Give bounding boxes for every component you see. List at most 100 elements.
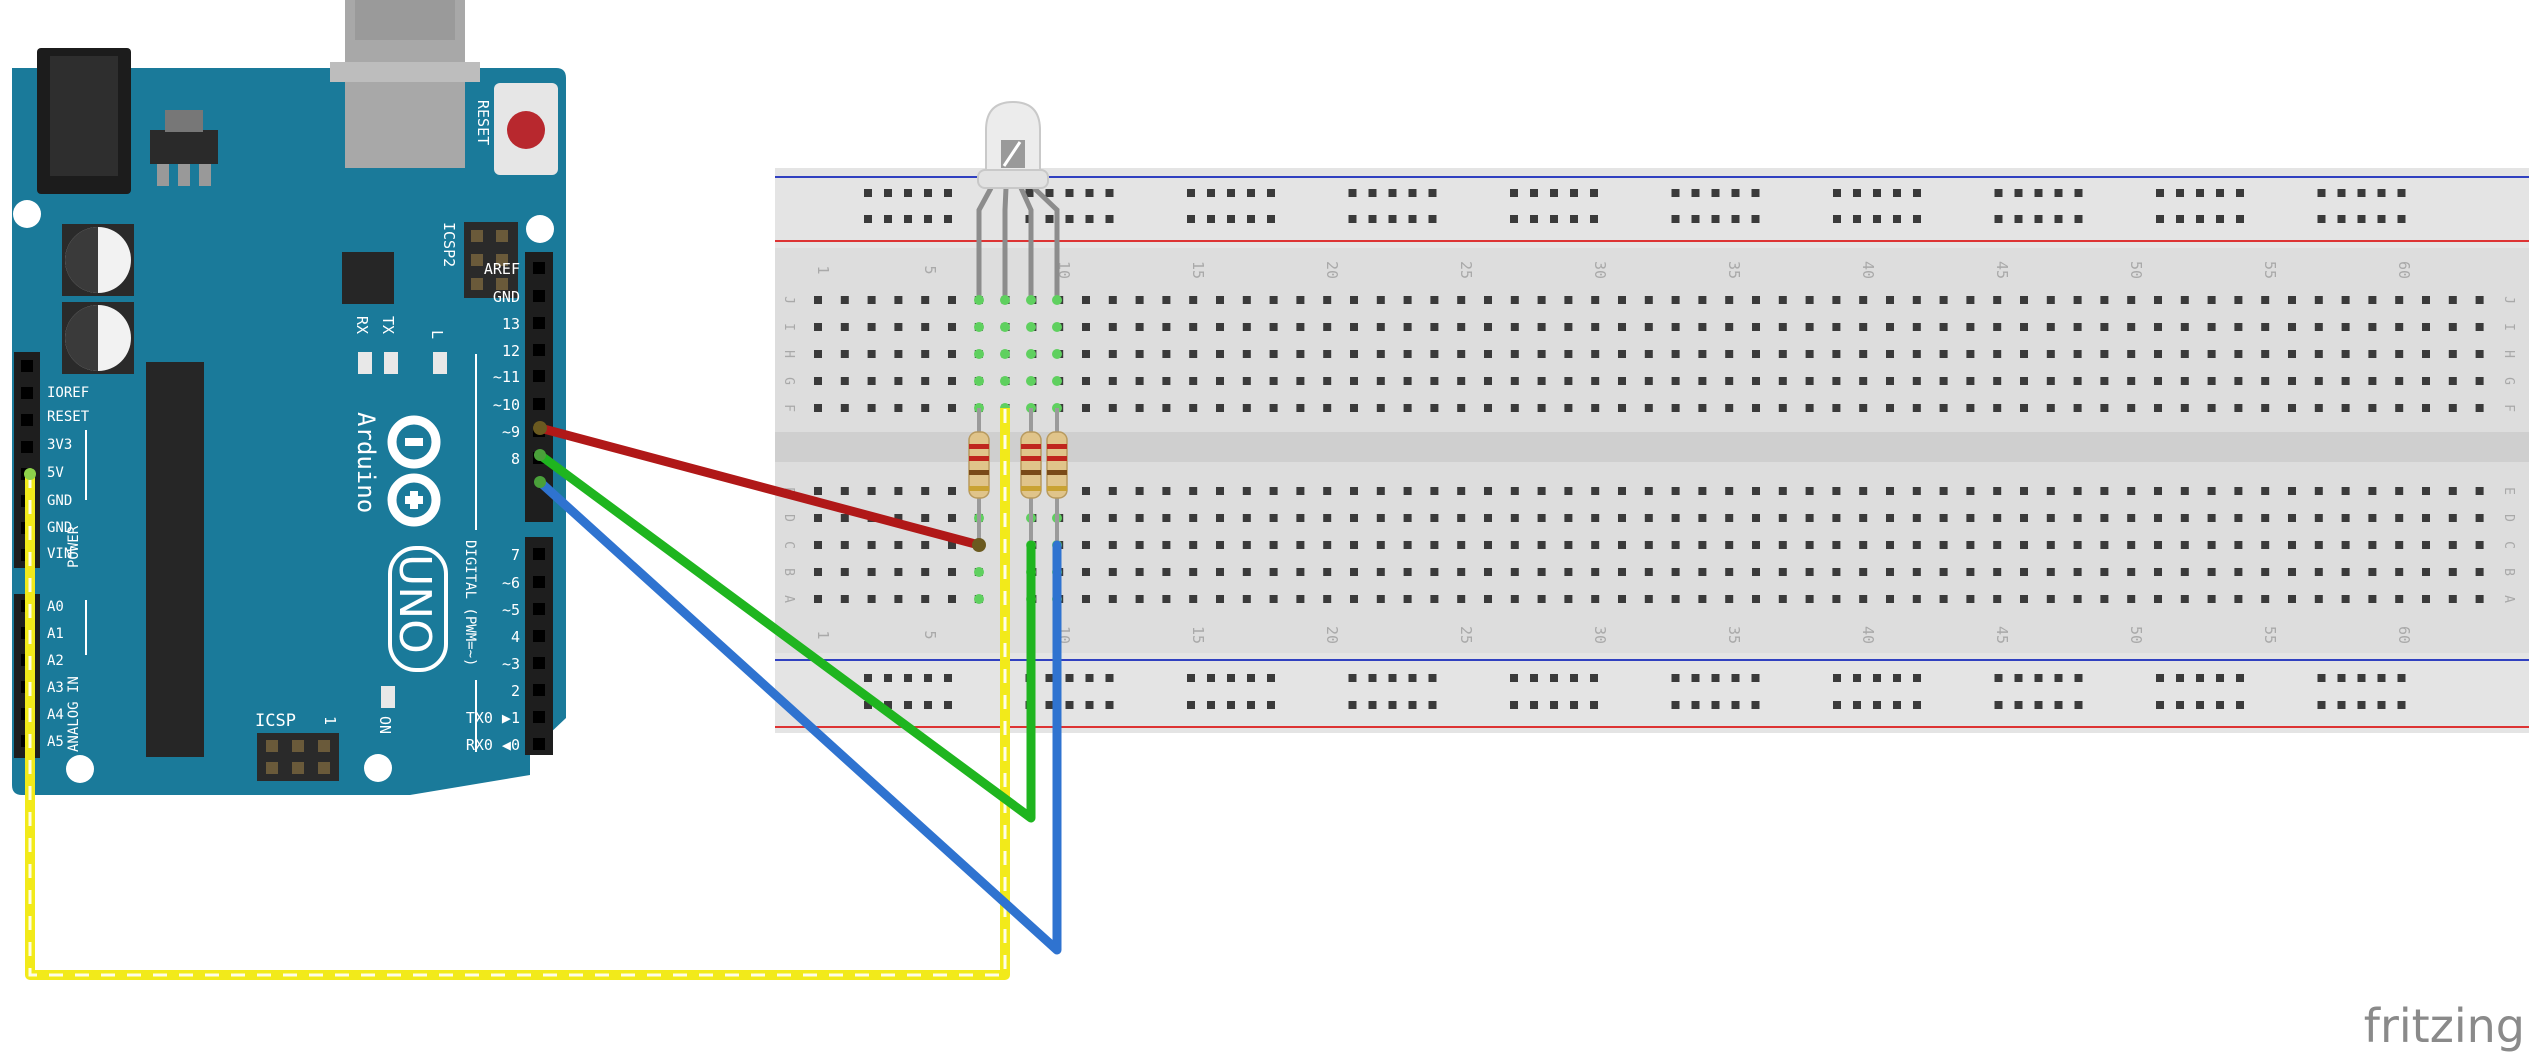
header-pin[interactable] (533, 290, 545, 302)
breadboard-hole (1993, 323, 2002, 331)
rail-hole (1207, 701, 1215, 709)
breadboard-hole (1886, 323, 1894, 331)
power-pin-label: 5V (47, 465, 64, 481)
breadboard-hole (1189, 514, 1198, 522)
breadboard-hole (1216, 568, 1224, 576)
breadboard-hole (1859, 514, 1868, 522)
breadboard-hole (1805, 377, 1814, 385)
header-pin[interactable] (533, 603, 545, 615)
rail-hole (1368, 215, 1377, 223)
rail-hole (1570, 189, 1578, 197)
column-number: 45 (1993, 261, 2011, 279)
header-pin[interactable] (533, 370, 545, 382)
breadboard-hole (1108, 377, 1117, 385)
breadboard-hole (1859, 595, 1868, 603)
header-pin[interactable] (21, 414, 33, 426)
column-number: 40 (1859, 261, 1877, 279)
breadboard-hole (1403, 487, 1412, 495)
breadboard-hole (2368, 487, 2377, 495)
header-pin[interactable] (533, 398, 545, 410)
breadboard-hole (840, 595, 849, 603)
breadboard-hole (948, 377, 956, 385)
resistor-band (1021, 444, 1041, 449)
header-pin[interactable] (533, 576, 545, 588)
rail-hole (1711, 701, 1720, 709)
breadboard-hole (2341, 514, 2350, 522)
breadboard-hole (2341, 350, 2350, 358)
breadboard-hole (1698, 404, 1707, 412)
breadboard-hole (2046, 541, 2055, 549)
rail-hole (2034, 674, 2043, 682)
header-pin[interactable] (21, 387, 33, 399)
header-pin[interactable] (21, 360, 33, 372)
breadboard-hole (894, 568, 903, 576)
breadboard-hole (867, 568, 876, 576)
header-pin[interactable] (533, 344, 545, 356)
header-pin[interactable] (533, 262, 545, 274)
breadboard-hole (1189, 323, 1198, 331)
rail-hole (1045, 701, 1054, 709)
rail-hole (1590, 189, 1598, 197)
usb-chip (342, 252, 394, 304)
header-pin[interactable] (533, 738, 545, 750)
header-pin[interactable] (533, 630, 545, 642)
breadboard-hole (2020, 541, 2028, 549)
breadboard-hole (1778, 404, 1787, 412)
breadboard-hole (1537, 514, 1546, 522)
rail-hole (1751, 189, 1760, 197)
rail-hole (904, 701, 912, 709)
breadboard-hole (2127, 487, 2136, 495)
breadboard-hole (1296, 541, 1305, 549)
reset-button-cap[interactable] (507, 111, 545, 149)
column-number: 20 (1323, 261, 1341, 279)
breadboard-hole (1698, 377, 1707, 385)
rail-hole (1510, 189, 1518, 197)
breadboard-hole (2475, 404, 2484, 412)
header-pin[interactable] (533, 711, 545, 723)
breadboard-hole (2288, 323, 2296, 331)
breadboard-hole (1457, 541, 1466, 549)
breadboard-hole (1216, 323, 1224, 331)
rail-hole (2014, 189, 2023, 197)
header-pin[interactable] (533, 317, 545, 329)
breadboard-hole (867, 323, 876, 331)
breadboard-hole (867, 487, 876, 495)
header-pin[interactable] (21, 441, 33, 453)
header-pin[interactable] (533, 684, 545, 696)
breadboard-hole (1376, 404, 1385, 412)
connected-hole (1026, 295, 1036, 305)
header-pin[interactable] (533, 548, 545, 560)
rail-hole (2196, 701, 2204, 709)
breadboard-hole (1778, 323, 1787, 331)
breadboard-hole (1430, 296, 1439, 304)
breadboard-hole (2395, 595, 2404, 603)
breadboard-hole (2288, 487, 2296, 495)
breadboard-hole (1778, 541, 1787, 549)
rail-hole (1085, 701, 1094, 709)
breadboard-hole (1698, 568, 1707, 576)
breadboard-hole (1082, 595, 1090, 603)
column-number: 50 (2127, 261, 2145, 279)
header-pin[interactable] (533, 657, 545, 669)
breadboard-hole (1376, 296, 1385, 304)
rail-hole (864, 189, 872, 197)
breadboard-hole (1832, 377, 1841, 385)
breadboard-hole (948, 296, 956, 304)
atmega-chip (146, 362, 204, 757)
breadboard-hole (2448, 323, 2457, 331)
rail-hole (1428, 674, 1437, 682)
regulator-pin (157, 164, 169, 186)
breadboard-hole (2180, 541, 2189, 549)
breadboard-hole (1564, 323, 1573, 331)
breadboard-hole (2046, 350, 2055, 358)
breadboard-hole (840, 296, 849, 304)
connected-hole (1052, 295, 1062, 305)
connected-hole (974, 567, 984, 577)
rx-led (358, 352, 372, 374)
power-pin-label: GND (47, 520, 72, 536)
rgb-led (976, 100, 1060, 296)
breadboard-hole (2368, 323, 2377, 331)
breadboard-hole (1644, 377, 1653, 385)
breadboard-hole (894, 350, 903, 358)
breadboard-hole (1778, 595, 1787, 603)
